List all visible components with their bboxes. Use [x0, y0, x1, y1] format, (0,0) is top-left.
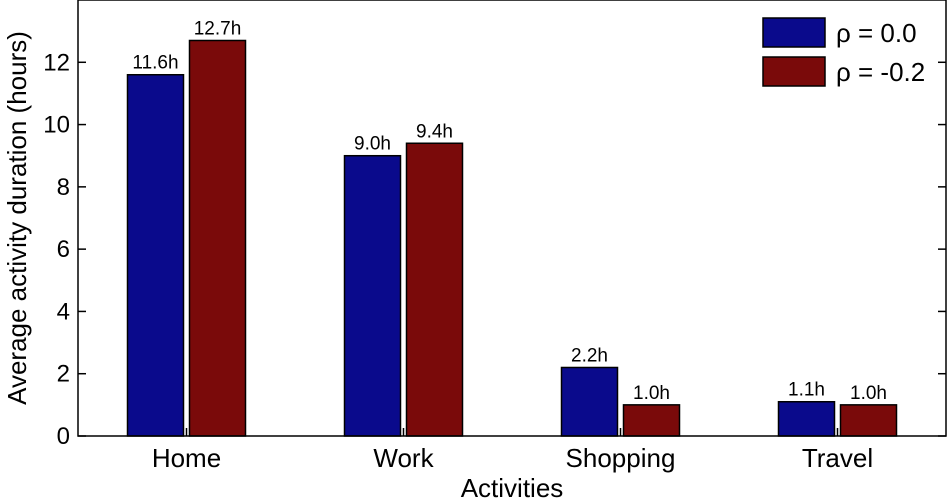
bar-series-1-home: [126, 73, 185, 437]
data-label: 2.2h: [571, 345, 608, 366]
y-axis-title: Average activity duration (hours): [2, 31, 32, 405]
legend: ρ = 0.0 ρ = -0.2: [762, 17, 925, 87]
x-category-label: Travel: [802, 443, 873, 473]
y-tick-label: 12: [43, 49, 70, 76]
x-category-label: Work: [373, 443, 434, 473]
y-tick-label: 4: [57, 298, 70, 325]
y-tick-label: 0: [57, 423, 70, 450]
legend-swatch-series-1: [762, 17, 826, 48]
legend-label-series-2: ρ = -0.2: [836, 57, 925, 87]
y-ticks: 0 2 4 6 8 10 12: [43, 49, 946, 450]
y-tick-label: 8: [57, 174, 70, 201]
legend-swatch-series-2: [762, 56, 826, 87]
bar-series-2-work: [405, 142, 464, 437]
data-label: 9.4h: [416, 121, 453, 142]
bars-layer: [126, 39, 898, 437]
y-tick-label: 10: [43, 112, 70, 139]
data-label: 1.0h: [633, 383, 670, 404]
x-category-label: Home: [152, 443, 221, 473]
y-tick-label: 6: [57, 236, 70, 263]
x-category-label: Shopping: [566, 443, 676, 473]
bar-series-2-shopping: [622, 404, 681, 437]
axes-layer: [77, 0, 947, 437]
bar-series-2-home: [188, 39, 247, 437]
x-category-labels: Home Work Shopping Travel: [152, 428, 873, 473]
legend-label-series-1: ρ = 0.0: [836, 18, 917, 48]
data-labels: 11.6h 12.7h 9.0h 9.4h 2.2h 1.0h 1.1h 1.0h: [132, 18, 887, 403]
y-tick-label: 2: [57, 361, 70, 388]
bar-series-1-travel: [777, 400, 836, 437]
data-label: 11.6h: [132, 53, 178, 74]
bar-series-1-shopping: [560, 366, 619, 437]
data-label: 1.0h: [850, 383, 887, 404]
plot-area-frame: [77, 0, 947, 437]
x-axis-title: Activities: [461, 473, 564, 501]
data-label: 1.1h: [788, 380, 825, 401]
bar-series-1-work: [343, 154, 402, 437]
bar-series-2-travel: [839, 404, 898, 437]
data-label: 12.7h: [194, 18, 242, 39]
data-label: 9.0h: [354, 134, 391, 155]
